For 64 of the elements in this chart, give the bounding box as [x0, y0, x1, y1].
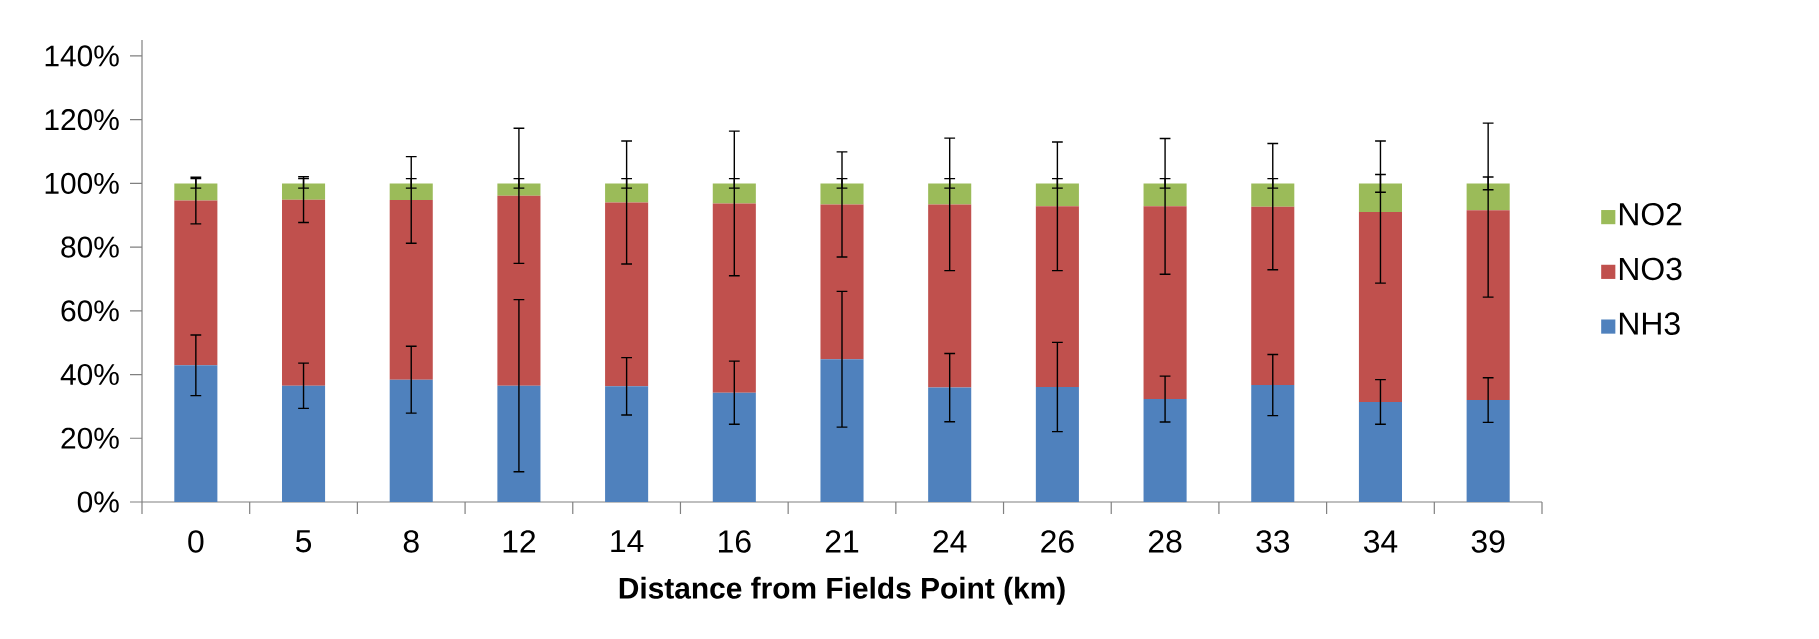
x-tick-label: 21 [825, 530, 859, 553]
bar [1143, 206, 1187, 400]
x-tick-label: 33 [1256, 530, 1290, 553]
bar [605, 183, 649, 203]
x-tick-label: 26 [1041, 530, 1074, 553]
bar [174, 200, 218, 366]
bar [389, 199, 433, 380]
bar [928, 183, 972, 205]
bar [605, 202, 649, 387]
bar [174, 183, 218, 201]
bar [497, 195, 541, 386]
y-tick-label: 60% [61, 300, 119, 322]
bar [1466, 183, 1510, 211]
x-tick-label: 28 [1148, 530, 1182, 553]
x-tick-label: 16 [719, 530, 751, 553]
legend-label: NH3 [1619, 312, 1680, 335]
bar [1358, 212, 1402, 402]
bar [389, 379, 433, 502]
y-tick-label: 120% [45, 109, 119, 131]
bar [1035, 183, 1079, 207]
x-tick-label: 5 [295, 530, 312, 553]
bar [1466, 400, 1510, 502]
y-tick-label: 140% [45, 45, 119, 67]
bar [820, 359, 864, 502]
bar [497, 183, 541, 196]
bar [928, 204, 972, 388]
bar [1143, 399, 1187, 502]
bar [1358, 401, 1402, 502]
bar [389, 183, 433, 200]
bar [712, 183, 756, 204]
x-axis-title: Distance from Fields Point (km) [619, 576, 1065, 605]
x-tick-label: 12 [503, 530, 536, 553]
y-tick-label: 0% [77, 491, 119, 513]
bar [1358, 183, 1402, 213]
bar [928, 387, 972, 502]
bar [1251, 206, 1295, 386]
bar [820, 183, 864, 205]
bar [605, 386, 649, 502]
bar [1035, 386, 1079, 502]
bar [282, 199, 326, 386]
x-tick-label: 34 [1363, 530, 1398, 553]
bar [1035, 206, 1079, 387]
bar [174, 365, 218, 502]
x-tick-label: 8 [403, 530, 419, 553]
bar [282, 385, 326, 502]
legend-label: NO3 [1619, 257, 1682, 281]
bar [1143, 183, 1187, 207]
legend-label: NO2 [1619, 202, 1682, 226]
bar [1251, 385, 1295, 502]
y-tick-label: 80% [61, 236, 119, 258]
x-tick-label: 24 [933, 530, 967, 553]
y-tick-label: 40% [60, 363, 119, 386]
bar [1466, 210, 1510, 401]
y-tick-label: 100% [45, 172, 119, 194]
bar [1251, 183, 1295, 207]
x-tick-label: 0 [188, 530, 204, 553]
bar [282, 183, 326, 200]
x-tick-label: 39 [1471, 530, 1505, 553]
x-tick-label: 14 [611, 530, 644, 553]
bar [712, 392, 756, 502]
bar [497, 385, 541, 502]
bar [820, 204, 864, 360]
bar [712, 203, 756, 393]
y-tick-label: 20% [61, 427, 119, 449]
